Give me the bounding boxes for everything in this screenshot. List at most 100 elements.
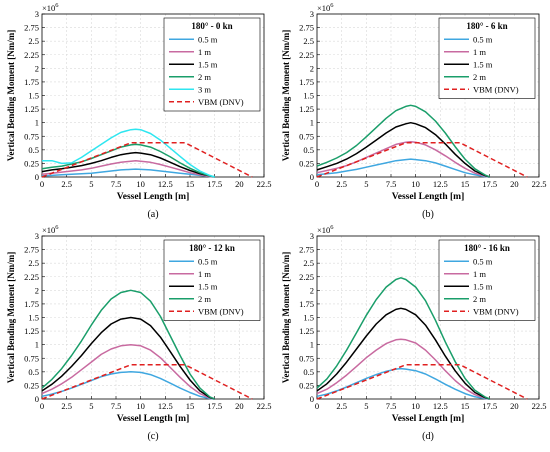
y-tick-label: 3 xyxy=(35,9,39,19)
series-line-3 xyxy=(316,307,490,400)
y-tick-label: 0.75 xyxy=(24,131,39,141)
x-tick-label: 22.5 xyxy=(532,401,547,411)
legend-entry: 2 m xyxy=(198,72,211,82)
series-line-3 xyxy=(41,151,215,178)
axes-frame xyxy=(41,13,265,178)
y-exponent-label: ×106 xyxy=(317,2,334,13)
y-tick-label: 1.25 xyxy=(299,104,314,114)
y-tick-label: 1.75 xyxy=(24,77,39,87)
y-tick-label: 2.5 xyxy=(303,258,314,268)
legend-title: 180° - 0 kn xyxy=(191,21,232,31)
x-tick-label: 2.5 xyxy=(336,179,347,189)
y-tick-label: 2.5 xyxy=(28,258,39,268)
series-line-2 xyxy=(41,343,215,400)
series-line-6 xyxy=(41,142,253,178)
x-tick-label: 12.5 xyxy=(433,401,448,411)
legend-entry: 1 m xyxy=(473,269,486,279)
panel-label: (c) xyxy=(147,431,158,442)
y-tick-label: 0.75 xyxy=(24,353,39,363)
x-tick-label: 15 xyxy=(461,179,470,189)
legend-entry: 1.5 m xyxy=(473,59,493,69)
x-tick-label: 10 xyxy=(411,179,420,189)
legend-title: 180° - 12 kn xyxy=(189,243,235,253)
series-line-5 xyxy=(42,128,215,178)
x-tick-label: 2.5 xyxy=(61,401,72,411)
x-axis-label: Vessel Length [m] xyxy=(117,192,189,202)
y-tick-label: 0.5 xyxy=(28,145,39,155)
y-tick-label: 2.25 xyxy=(299,50,314,60)
x-tick-label: 7.5 xyxy=(111,401,122,411)
legend-entry: 1.5 m xyxy=(198,59,218,69)
chart-panel-3: 0 2.5 5 7.5 10 12.5 15 17.5 20 22.500.250.50.7511… xyxy=(6,224,271,442)
legend-title: 180° - 16 kn xyxy=(464,243,510,253)
series-line-4 xyxy=(41,289,216,400)
y-tick-label: 1.75 xyxy=(299,77,314,87)
x-tick-label: 5 xyxy=(364,179,368,189)
legend: 180° - 0 kn 0.5 m 1 m 1.5 m 2 m 3 m VBM (DNV) xyxy=(163,17,261,112)
x-tick-label: 7.5 xyxy=(111,179,122,189)
x-tick-label: 0 xyxy=(40,179,44,189)
legend: 180° - 6 kn 0.5 m 1 m 1.5 m 2 m VBM (DNV) xyxy=(438,17,536,99)
series-line-1 xyxy=(41,371,215,400)
y-axis-label: Vertical Bending Moment [Nm/m] xyxy=(6,252,16,383)
legend-entry: 1 m xyxy=(473,47,486,57)
x-axis-label: Vessel Length [m] xyxy=(117,414,189,424)
legend-entry: 2 m xyxy=(473,294,486,304)
series-line-5 xyxy=(41,364,253,400)
series-line-4 xyxy=(316,104,491,178)
legend-entry: 1 m xyxy=(198,269,211,279)
y-tick-label: 2.75 xyxy=(299,245,314,255)
y-tick-label: 0 xyxy=(310,394,314,404)
x-tick-label: 2.5 xyxy=(336,401,347,411)
x-tick-label: 12.5 xyxy=(158,401,173,411)
x-tick-label: 10 xyxy=(136,401,145,411)
legend-entry: VBM (DNV) xyxy=(198,306,244,316)
x-tick-label: 22.5 xyxy=(257,179,272,189)
x-tick-label: 15 xyxy=(186,401,195,411)
y-tick-label: 3 xyxy=(310,9,314,19)
x-tick-label: 5 xyxy=(89,179,93,189)
y-tick-label: 1 xyxy=(310,118,314,128)
x-tick-label: 17.5 xyxy=(482,179,497,189)
y-tick-label: 0.25 xyxy=(24,380,39,390)
legend-entry: 0.5 m xyxy=(198,256,218,266)
y-tick-label: 1.5 xyxy=(28,91,39,101)
series-line-2 xyxy=(316,338,490,400)
legend-entry: 0.5 m xyxy=(198,34,218,44)
y-tick-label: 3 xyxy=(35,231,39,241)
x-tick-label: 0 xyxy=(315,179,319,189)
series-line-5 xyxy=(316,142,528,178)
legend-box xyxy=(438,17,536,99)
x-tick-label: 20 xyxy=(510,179,519,189)
axes-frame xyxy=(316,13,540,178)
y-exponent-label: ×106 xyxy=(42,2,59,13)
x-tick-label: 15 xyxy=(461,401,470,411)
y-tick-label: 1.25 xyxy=(24,326,39,336)
series-line-4 xyxy=(41,143,215,178)
y-tick-label: 3 xyxy=(310,231,314,241)
legend-entry: 3 m xyxy=(198,84,211,94)
x-tick-label: 0 xyxy=(315,401,319,411)
x-tick-label: 17.5 xyxy=(207,179,222,189)
legend-entry: 2 m xyxy=(198,294,211,304)
y-tick-label: 1.5 xyxy=(303,313,314,323)
x-axis-label: Vessel Length [m] xyxy=(392,414,464,424)
axes-frame xyxy=(41,235,265,400)
series-line-4 xyxy=(316,277,491,400)
y-tick-label: 2.5 xyxy=(28,36,39,46)
y-tick-label: 2.75 xyxy=(299,23,314,33)
series-line-5 xyxy=(316,364,528,400)
y-tick-label: 2.75 xyxy=(24,23,39,33)
y-tick-label: 0 xyxy=(35,172,39,182)
y-tick-label: 2 xyxy=(35,285,39,295)
y-tick-label: 1.5 xyxy=(28,313,39,323)
x-tick-label: 10 xyxy=(136,179,145,189)
y-tick-label: 2.25 xyxy=(299,272,314,282)
y-axis-label: Vertical Bending Moment [Nm/m] xyxy=(6,30,16,161)
y-tick-label: 1 xyxy=(35,118,39,128)
legend-entry: 2 m xyxy=(473,72,486,82)
y-tick-label: 1.75 xyxy=(299,299,314,309)
series-line-3 xyxy=(41,316,215,400)
chart-panel-2: 0 2.5 5 7.5 10 12.5 15 17.5 20 22.500.250.50.7511… xyxy=(281,2,546,220)
